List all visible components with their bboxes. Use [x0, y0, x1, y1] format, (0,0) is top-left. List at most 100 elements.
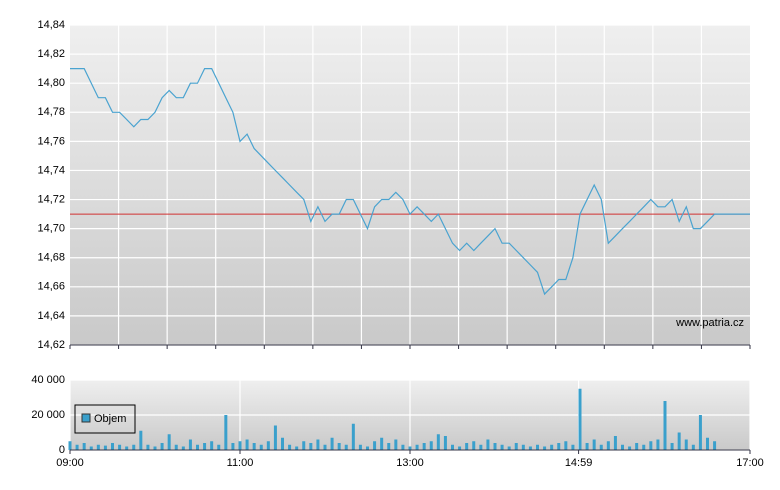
volume-bar — [628, 446, 632, 450]
volume-bar — [238, 441, 242, 450]
volume-bar — [316, 439, 320, 450]
volume-bar — [252, 443, 256, 450]
volume-bar — [585, 443, 589, 450]
volume-bar — [606, 441, 610, 450]
volume-bar — [273, 425, 277, 450]
y-tick-label: 20 000 — [31, 409, 65, 421]
volume-bar — [472, 441, 476, 450]
volume-bar — [500, 444, 504, 450]
y-tick-label: 40 000 — [31, 374, 65, 386]
y-tick-label: 14,78 — [37, 106, 65, 118]
y-tick-label: 14,76 — [37, 135, 65, 147]
volume-bar — [621, 444, 624, 450]
volume-bar — [337, 443, 341, 450]
volume-bar — [613, 436, 617, 450]
y-tick-label: 14,74 — [37, 164, 65, 176]
volume-bar — [698, 415, 702, 450]
volume-bar — [75, 444, 79, 450]
volume-bar — [281, 437, 284, 450]
volume-bar — [266, 441, 270, 450]
legend: Objem — [74, 404, 136, 434]
volume-bar — [188, 439, 192, 450]
volume-bar — [564, 441, 568, 450]
volume-bar — [288, 444, 292, 450]
legend-label: Objem — [94, 413, 126, 425]
volume-bar — [89, 446, 93, 450]
price-line — [70, 68, 750, 296]
volume-bar — [302, 441, 306, 450]
volume-bar — [458, 446, 462, 450]
volume-bar — [663, 401, 667, 450]
volume-bar — [139, 430, 143, 450]
volume-bar — [323, 444, 327, 450]
volume-bar — [387, 443, 391, 450]
x-tick-label: 09:00 — [56, 457, 84, 469]
volume-bar — [408, 446, 412, 450]
watermark: www.patria.cz — [675, 317, 744, 329]
volume-bar — [174, 444, 178, 450]
volume-bar — [536, 444, 539, 450]
volume-bar — [656, 439, 660, 450]
y-tick-label: 14,68 — [37, 252, 65, 264]
volume-bar — [550, 444, 554, 450]
y-tick-label: 14,72 — [37, 193, 65, 205]
volume-bar — [479, 444, 483, 450]
volume-bar — [493, 443, 497, 450]
volume-bar — [543, 446, 547, 450]
volume-bar — [160, 443, 164, 450]
volume-bar — [486, 439, 490, 450]
volume-bar — [118, 444, 122, 450]
y-tick-label: 14,84 — [37, 19, 65, 31]
x-tick-label: 17:00 — [736, 457, 764, 469]
volume-bar — [245, 439, 249, 450]
volume-bar — [415, 444, 419, 450]
volume-bar — [344, 444, 348, 450]
y-tick-label: 14,80 — [37, 77, 65, 89]
volume-bar — [642, 444, 646, 450]
volume-bar — [125, 446, 129, 450]
volume-bar — [373, 441, 377, 450]
volume-bar — [103, 445, 107, 450]
volume-bar — [507, 446, 511, 450]
volume-bar — [429, 441, 433, 450]
x-tick-label: 11:00 — [227, 457, 254, 469]
volume-bar — [514, 443, 518, 450]
volume-bar — [330, 437, 334, 450]
volume-bar — [436, 434, 440, 450]
volume-bar — [528, 446, 532, 450]
y-tick-label: 14,64 — [37, 310, 65, 322]
volume-bar — [578, 388, 582, 450]
volume-bar — [96, 444, 100, 450]
volume-bar — [210, 441, 214, 450]
volume-bar — [394, 439, 398, 450]
y-tick-label: 14,66 — [37, 281, 65, 293]
volume-bar — [82, 443, 86, 450]
volume-bar — [691, 444, 695, 450]
y-tick-label: 14,70 — [37, 223, 65, 235]
volume-bar — [366, 446, 369, 450]
volume-bar — [443, 436, 447, 450]
volume-bar — [68, 441, 72, 450]
volume-bar — [217, 444, 221, 450]
volume-bar — [181, 446, 185, 450]
volume-bar — [132, 444, 136, 450]
x-tick-label: 13:00 — [396, 457, 424, 469]
y-tick-label: 0 — [59, 444, 65, 456]
volume-bar — [167, 434, 171, 450]
volume-bar — [259, 444, 263, 450]
volume-bar — [521, 444, 525, 450]
volume-bar — [451, 444, 454, 450]
volume-bar — [295, 446, 299, 450]
volume-bar — [203, 443, 207, 450]
volume-bar — [351, 423, 355, 450]
volume-bar — [706, 437, 709, 450]
volume-bar — [358, 444, 362, 450]
legend-box — [74, 404, 136, 434]
legend-swatch — [81, 413, 91, 423]
volume-bar — [401, 444, 405, 450]
x-tick-label: 14:59 — [565, 457, 593, 469]
y-tick-label: 14,82 — [37, 48, 65, 60]
volume-bar — [677, 432, 681, 450]
